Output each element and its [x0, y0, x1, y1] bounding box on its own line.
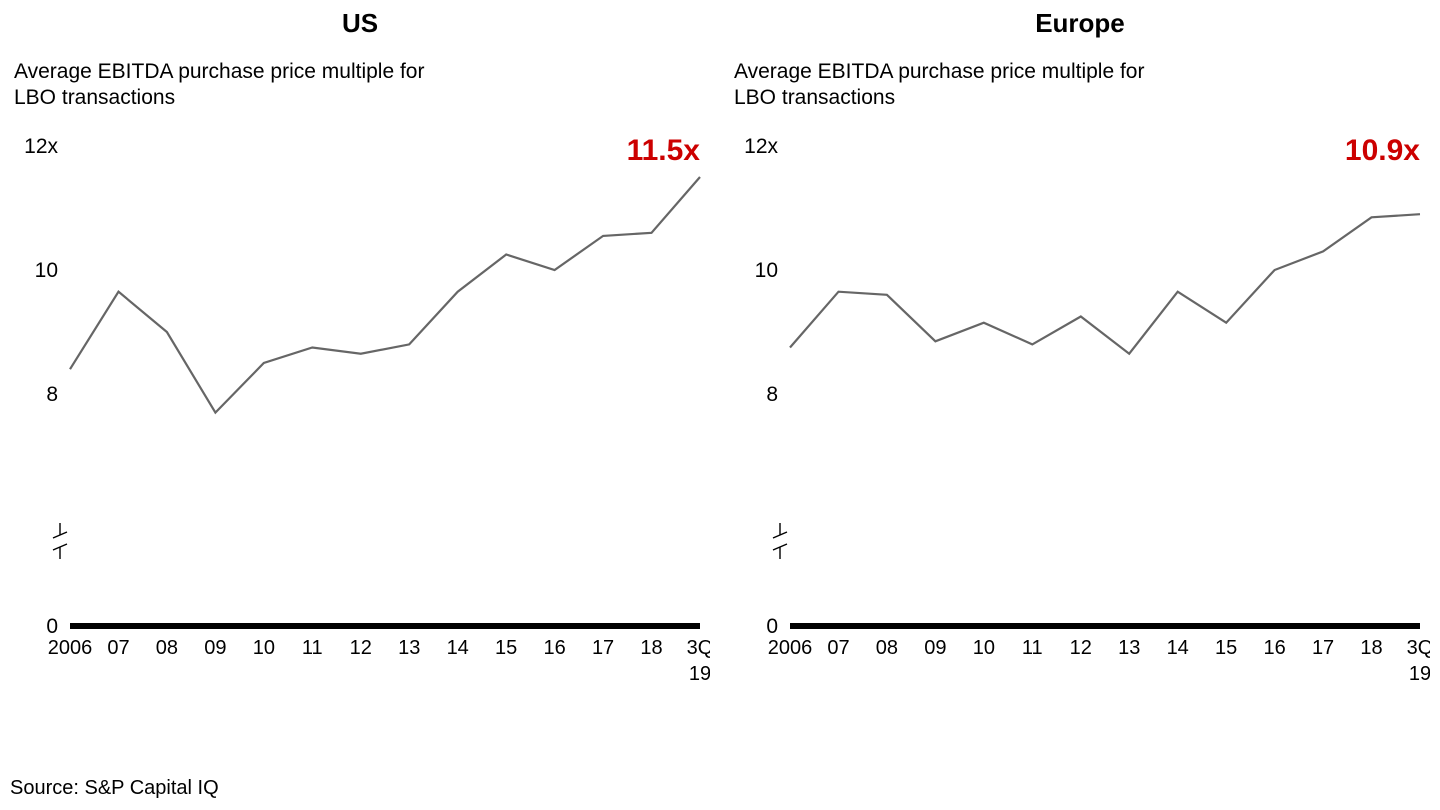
source-text: Source: S&P Capital IQ — [10, 777, 219, 800]
svg-text:14: 14 — [447, 637, 469, 659]
svg-text:16: 16 — [1263, 637, 1285, 659]
panel-us: US Average EBITDA purchase price multipl… — [10, 0, 710, 686]
svg-text:10: 10 — [755, 259, 778, 282]
svg-text:17: 17 — [592, 637, 614, 659]
svg-text:09: 09 — [924, 637, 946, 659]
panel-subtitle-us: Average EBITDA purchase price multiple f… — [10, 59, 710, 112]
svg-text:0: 0 — [46, 615, 58, 638]
svg-text:3Q: 3Q — [687, 637, 710, 659]
svg-text:11: 11 — [1022, 637, 1043, 659]
svg-text:09: 09 — [204, 637, 226, 659]
chart-svg-europe: 12x 10 8 02006 07 08 09 10 11 12 13 14 15 16 17 18 3Q 19 1… — [730, 126, 1430, 686]
svg-text:3Q: 3Q — [1407, 637, 1430, 659]
subtitle-line1: Average EBITDA purchase price multiple f… — [734, 60, 1144, 83]
svg-text:13: 13 — [398, 637, 420, 659]
svg-text:10.9x: 10.9x — [1345, 134, 1420, 167]
svg-text:12x: 12x — [24, 135, 58, 158]
subtitle-line1: Average EBITDA purchase price multiple f… — [14, 60, 424, 83]
svg-text:15: 15 — [495, 637, 517, 659]
chart-svg-us: 12x 10 8 02006 07 08 09 10 11 12 13 14 15 16 17 18 3Q 19 1… — [10, 126, 710, 686]
panel-title-europe: Europe — [730, 8, 1430, 39]
svg-text:12x: 12x — [744, 135, 778, 158]
svg-text:2006: 2006 — [768, 637, 813, 659]
svg-text:08: 08 — [156, 637, 178, 659]
panel-europe: Europe Average EBITDA purchase price mul… — [730, 0, 1430, 686]
svg-text:17: 17 — [1312, 637, 1334, 659]
svg-text:0: 0 — [766, 615, 778, 638]
svg-text:16: 16 — [543, 637, 565, 659]
svg-text:18: 18 — [640, 637, 662, 659]
svg-text:8: 8 — [766, 383, 778, 406]
svg-text:12: 12 — [350, 637, 372, 659]
svg-text:10: 10 — [35, 259, 58, 282]
svg-text:18: 18 — [1360, 637, 1382, 659]
svg-text:07: 07 — [107, 637, 129, 659]
chart-us: 12x 10 8 02006 07 08 09 10 11 12 13 14 15 16 17 18 3Q 19 1… — [10, 126, 710, 686]
svg-text:10: 10 — [973, 637, 995, 659]
svg-text:12: 12 — [1070, 637, 1092, 659]
svg-text:8: 8 — [46, 383, 58, 406]
panel-title-us: US — [10, 8, 710, 39]
svg-text:19: 19 — [1409, 663, 1430, 685]
svg-text:11.5x: 11.5x — [627, 134, 701, 167]
figure-container: US Average EBITDA purchase price multipl… — [0, 0, 1440, 810]
svg-text:08: 08 — [876, 637, 898, 659]
panel-subtitle-europe: Average EBITDA purchase price multiple f… — [730, 59, 1430, 112]
svg-text:07: 07 — [827, 637, 849, 659]
subtitle-line2: LBO transactions — [14, 86, 175, 109]
svg-text:14: 14 — [1167, 637, 1189, 659]
svg-text:15: 15 — [1215, 637, 1237, 659]
svg-text:2006: 2006 — [48, 637, 93, 659]
svg-text:19: 19 — [689, 663, 710, 685]
svg-text:11: 11 — [302, 637, 323, 659]
chart-europe: 12x 10 8 02006 07 08 09 10 11 12 13 14 15 16 17 18 3Q 19 1… — [730, 126, 1430, 686]
svg-text:13: 13 — [1118, 637, 1140, 659]
panels-row: US Average EBITDA purchase price multipl… — [0, 0, 1440, 686]
subtitle-line2: LBO transactions — [734, 86, 895, 109]
svg-text:10: 10 — [253, 637, 275, 659]
